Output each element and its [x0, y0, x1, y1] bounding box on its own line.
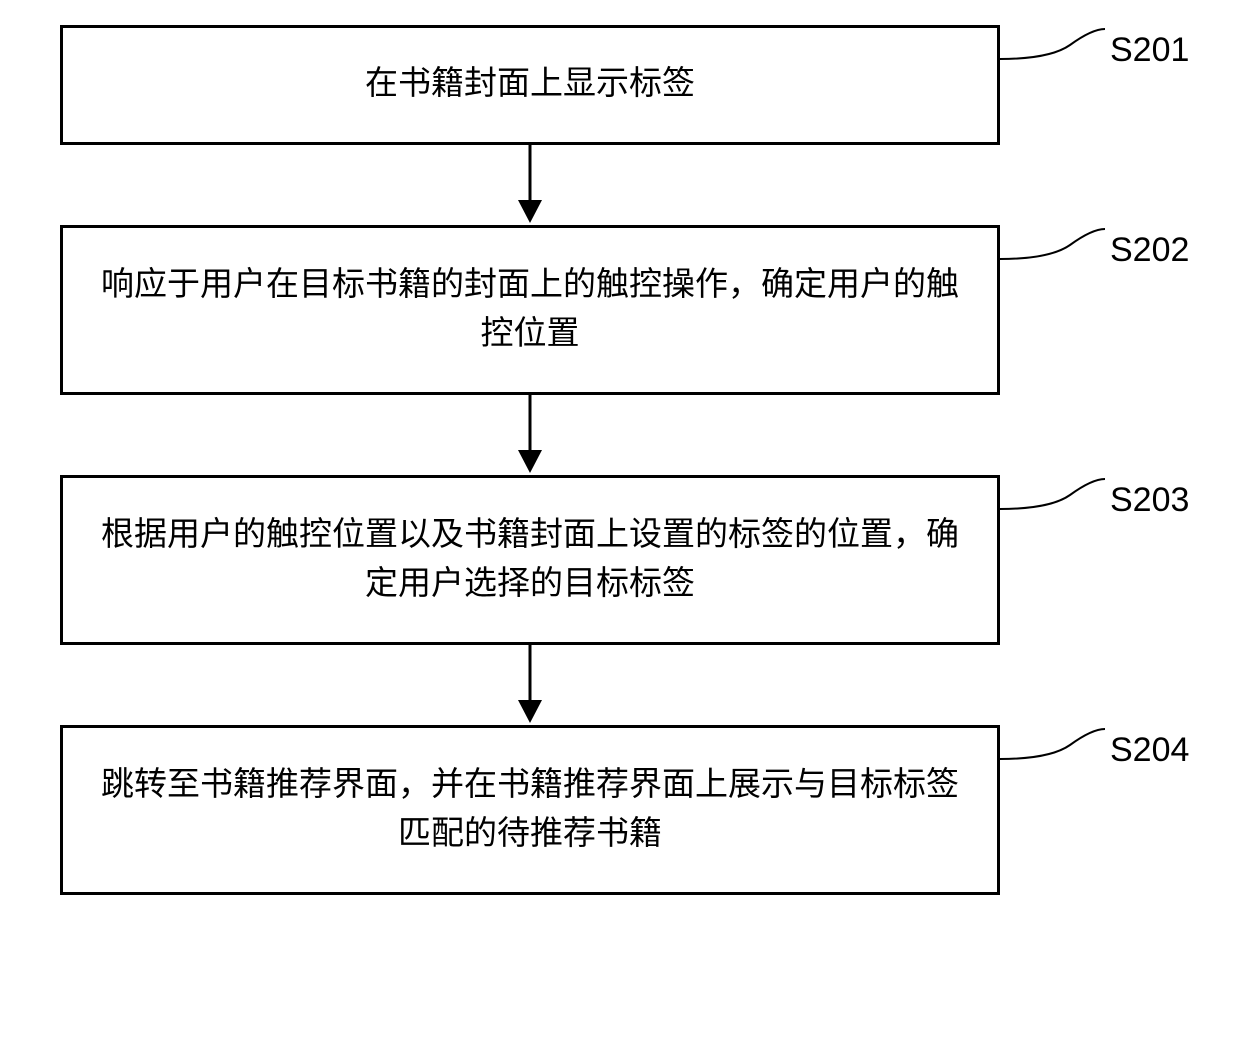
connector-curve-icon — [1000, 19, 1110, 79]
step-box-s202: 响应于用户在目标书籍的封面上的触控操作，确定用户的触控位置 — [60, 225, 1000, 395]
flow-step: 响应于用户在目标书籍的封面上的触控操作，确定用户的触控位置 S202 — [60, 225, 1180, 395]
step-box-s201: 在书籍封面上显示标签 — [60, 25, 1000, 145]
flow-step: 在书籍封面上显示标签 S201 — [60, 25, 1180, 145]
arrow-down-icon — [510, 645, 550, 725]
step-label: S203 — [1110, 481, 1189, 520]
step-text: 响应于用户在目标书籍的封面上的触控操作，确定用户的触控位置 — [93, 261, 967, 360]
step-label: S202 — [1110, 231, 1189, 270]
step-box-s203: 根据用户的触控位置以及书籍封面上设置的标签的位置，确定用户选择的目标标签 — [60, 475, 1000, 645]
step-label-connector: S201 — [1000, 19, 1200, 89]
flowchart-container: 在书籍封面上显示标签 S201 响应于用户在目标书籍的封面上的触控操作，确定用户… — [60, 25, 1180, 895]
connector-curve-icon — [1000, 469, 1110, 529]
arrow-down-icon — [510, 395, 550, 475]
connector-curve-icon — [1000, 719, 1110, 779]
step-label-connector: S203 — [1000, 469, 1200, 539]
step-label-connector: S202 — [1000, 219, 1200, 289]
step-label-connector: S204 — [1000, 719, 1200, 789]
flow-arrow — [60, 145, 1000, 225]
step-box-s204: 跳转至书籍推荐界面，并在书籍推荐界面上展示与目标标签匹配的待推荐书籍 — [60, 725, 1000, 895]
flow-arrow — [60, 395, 1000, 475]
connector-curve-icon — [1000, 219, 1110, 279]
step-text: 跳转至书籍推荐界面，并在书籍推荐界面上展示与目标标签匹配的待推荐书籍 — [93, 761, 967, 860]
flow-step: 根据用户的触控位置以及书籍封面上设置的标签的位置，确定用户选择的目标标签 S20… — [60, 475, 1180, 645]
step-label: S201 — [1110, 31, 1189, 70]
step-text: 在书籍封面上显示标签 — [365, 60, 695, 110]
arrow-down-icon — [510, 145, 550, 225]
step-text: 根据用户的触控位置以及书籍封面上设置的标签的位置，确定用户选择的目标标签 — [93, 511, 967, 610]
step-label: S204 — [1110, 731, 1189, 770]
flow-step: 跳转至书籍推荐界面，并在书籍推荐界面上展示与目标标签匹配的待推荐书籍 S204 — [60, 725, 1180, 895]
flow-arrow — [60, 645, 1000, 725]
